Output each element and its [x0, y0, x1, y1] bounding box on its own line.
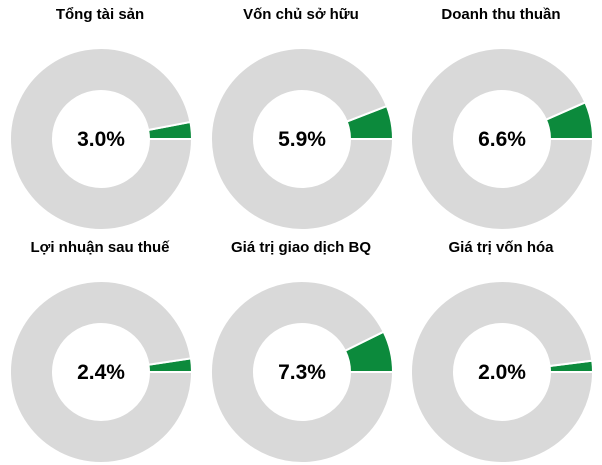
center-label: 2.4% — [77, 361, 125, 384]
chart-title: Vốn chủ sở hữu — [243, 6, 359, 23]
chart-title: Giá trị vốn hóa — [448, 239, 554, 256]
donut-gia-tri-giao-dich-bq: 7.3% — [210, 280, 395, 465]
panel-tong-tai-san: 3.0% Tổng tài sản — [0, 0, 200, 232]
donut-doanh-thu-thuan: 6.6% — [410, 47, 595, 231]
panel-loi-nhuan-sau-thue: 2.4% Lợi nhuận sau thuế — [0, 233, 200, 465]
panel-doanh-thu-thuan: 6.6% Doanh thu thuần — [401, 0, 601, 232]
panel-von-chu-so-huu: 5.9% Vốn chủ sở hữu — [201, 0, 401, 232]
donut-tong-tai-san: 3.0% — [9, 46, 194, 231]
chart-title: Lợi nhuận sau thuế — [30, 239, 170, 256]
center-label: 2.0% — [478, 361, 526, 384]
chart-title: Doanh thu thuần — [441, 6, 561, 23]
donut-loi-nhuan-sau-thue: 2.4% — [9, 280, 194, 464]
donut-slice-remainder — [410, 280, 595, 465]
chart-title: Giá trị giao dịch BQ — [230, 239, 372, 256]
donut-slice-remainder — [410, 47, 595, 231]
donut-gia-tri-von-hoa: 2.0% — [410, 280, 595, 465]
donut-slice-remainder — [9, 280, 194, 464]
donut-slice-remainder — [9, 46, 194, 231]
donut-slice-remainder — [210, 280, 395, 465]
center-label: 3.0% — [77, 128, 125, 151]
center-label: 6.6% — [478, 128, 526, 151]
panel-gia-tri-giao-dich-bq: 7.3% Giá trị giao dịch BQ — [201, 233, 401, 465]
donut-von-chu-so-huu: 5.9% — [210, 47, 395, 231]
center-label: 5.9% — [278, 128, 326, 151]
chart-title: Tổng tài sản — [55, 6, 145, 23]
panel-gia-tri-von-hoa: 2.0% Giá trị vốn hóa — [401, 233, 601, 465]
donut-slice-remainder — [210, 47, 395, 231]
center-label: 7.3% — [278, 361, 326, 384]
